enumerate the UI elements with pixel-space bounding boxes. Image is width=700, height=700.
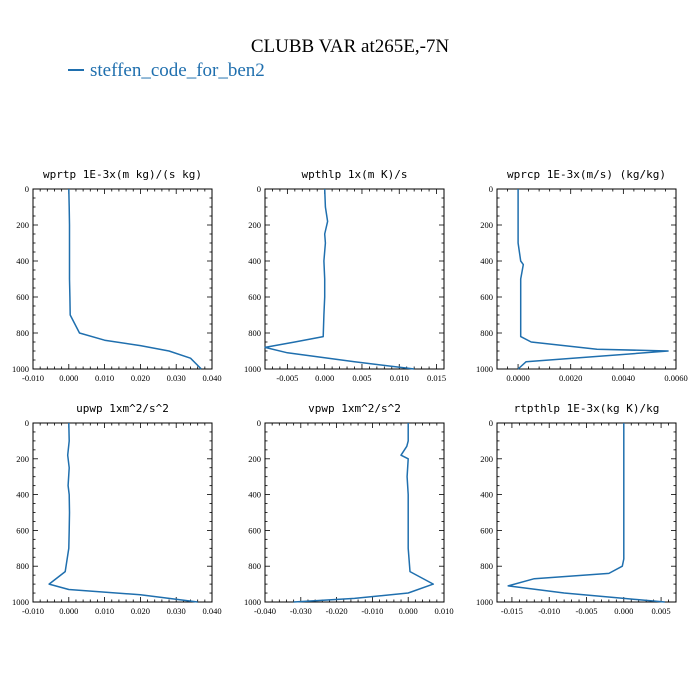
plot-title: upwp 1xm^2/s^2 — [76, 402, 169, 415]
plot-frame — [32, 188, 213, 370]
plot-frame — [496, 188, 677, 370]
legend-line-swatch — [68, 68, 84, 71]
plot-3: wprcp 1E-3x(m/s) (kg/kg) 0 200 400 600 800 100… — [476, 168, 688, 383]
x-tick-label: -0.010 — [538, 606, 560, 616]
x-tick-label: 0.040 — [202, 373, 221, 383]
x-tick-label: -0.030 — [290, 606, 312, 616]
x-tick-label: 0.000 — [59, 606, 78, 616]
x-tick-label: 0.010 — [95, 373, 114, 383]
y-tick-label: 0 — [489, 184, 493, 194]
y-tick-label: 400 — [480, 490, 493, 500]
x-tick-label: 0.005 — [352, 373, 371, 383]
y-tick-label: 1000 — [12, 597, 29, 607]
y-tick-label: 0 — [489, 418, 493, 428]
y-tick-label: 1000 — [12, 364, 29, 374]
plot-1: wprtp 1E-3x(m kg)/(s kg) 0 200 400 600 800 100… — [12, 168, 222, 383]
x-tick-label: 0.040 — [202, 606, 221, 616]
y-tick-label: 800 — [248, 328, 261, 338]
x-tick-label: 0.0020 — [559, 373, 582, 383]
x-tick-label: -0.010 — [361, 606, 383, 616]
y-tick-label: 0 — [25, 184, 29, 194]
plot-2: wpthlp 1x(m K)/s 0 200 400 600 800 1000 -0.005 0… — [244, 168, 446, 383]
y-tick-label: 600 — [16, 525, 29, 535]
x-tick-label: 0.000 — [399, 606, 418, 616]
y-tick-label: 1000 — [476, 597, 493, 607]
x-tick-label: 0.030 — [167, 373, 186, 383]
x-tick-label: -0.015 — [501, 606, 523, 616]
series-line — [48, 422, 198, 603]
x-tick-label: 0.020 — [131, 373, 150, 383]
y-tick-label: 800 — [480, 561, 493, 571]
y-tick-label: 200 — [480, 220, 493, 230]
y-tick-label: 200 — [248, 454, 261, 464]
x-tick-label: 0.010 — [95, 606, 114, 616]
x-tick-label: -0.040 — [254, 606, 276, 616]
y-tick-label: 800 — [248, 561, 261, 571]
plot-title: wprtp 1E-3x(m kg)/(s kg) — [43, 168, 202, 181]
y-tick-label: 1000 — [476, 364, 493, 374]
y-tick-label: 400 — [480, 256, 493, 266]
series-line — [68, 188, 202, 370]
y-tick-label: 0 — [257, 418, 261, 428]
x-tick-label: 0.005 — [652, 606, 671, 616]
y-tick-label: 800 — [16, 561, 29, 571]
x-tick-label: 0.010 — [390, 373, 409, 383]
legend: steffen_code_for_ben2 — [68, 60, 265, 82]
y-tick-label: 600 — [16, 292, 29, 302]
series-line — [264, 188, 415, 370]
y-tick-label: 200 — [16, 220, 29, 230]
legend-label: steffen_code_for_ben2 — [90, 60, 265, 81]
x-tick-label: -0.010 — [22, 606, 44, 616]
y-tick-label: 200 — [480, 454, 493, 464]
plot-4: upwp 1xm^2/s^2 0 200 400 600 800 1000-0.010 0.0… — [12, 402, 222, 616]
y-tick-label: 0 — [25, 418, 29, 428]
y-tick-label: 600 — [480, 525, 493, 535]
y-tick-label: 1000 — [244, 364, 261, 374]
x-tick-label: 0.000 — [315, 373, 334, 383]
plot-title: rtpthlp 1E-3x(kg K)/kg — [514, 402, 660, 415]
series-line — [507, 423, 665, 603]
plot-title: wprcp 1E-3x(m/s) (kg/kg) — [507, 168, 666, 181]
y-tick-label: 400 — [16, 490, 29, 500]
y-tick-label: 200 — [248, 220, 261, 230]
series-line — [293, 423, 435, 603]
plot-title: vpwp 1xm^2/s^2 — [308, 402, 401, 415]
x-tick-label: -0.005 — [276, 373, 298, 383]
y-tick-label: 600 — [248, 525, 261, 535]
y-tick-label: 800 — [480, 328, 493, 338]
y-tick-label: 800 — [16, 328, 29, 338]
y-tick-label: 1000 — [244, 597, 261, 607]
figure-title: CLUBB VAR at265E,-7N — [250, 36, 450, 57]
x-tick-label: 0.0000 — [506, 373, 529, 383]
y-tick-label: 200 — [16, 454, 29, 464]
x-tick-label: 0.000 — [59, 373, 78, 383]
x-tick-label: -0.010 — [22, 373, 44, 383]
x-tick-label: 0.000 — [614, 606, 633, 616]
x-tick-label: 0.0040 — [612, 373, 635, 383]
x-tick-label: 0.030 — [167, 606, 186, 616]
y-tick-label: 600 — [248, 292, 261, 302]
y-tick-label: 400 — [16, 256, 29, 266]
y-tick-label: 400 — [248, 256, 261, 266]
y-tick-label: 0 — [257, 184, 261, 194]
plot-title: wpthlp 1x(m K)/s — [302, 168, 408, 181]
y-tick-label: 400 — [248, 490, 261, 500]
x-tick-label: 0.015 — [427, 373, 446, 383]
x-tick-label: 0.0060 — [664, 373, 687, 383]
plot-6: rtpthlp 1E-3x(kg K)/kg02004006008001000-… — [476, 402, 677, 616]
x-tick-label: -0.005 — [576, 606, 598, 616]
y-tick-label: 600 — [480, 292, 493, 302]
series-line — [517, 189, 669, 370]
x-tick-label: 0.010 — [434, 606, 453, 616]
x-tick-label: -0.020 — [326, 606, 348, 616]
plot-5: vpwp 1xm^2/s^2 0 200 400 600 800 1000-0.040 -0.… — [244, 402, 454, 616]
x-tick-label: 0.020 — [131, 606, 150, 616]
